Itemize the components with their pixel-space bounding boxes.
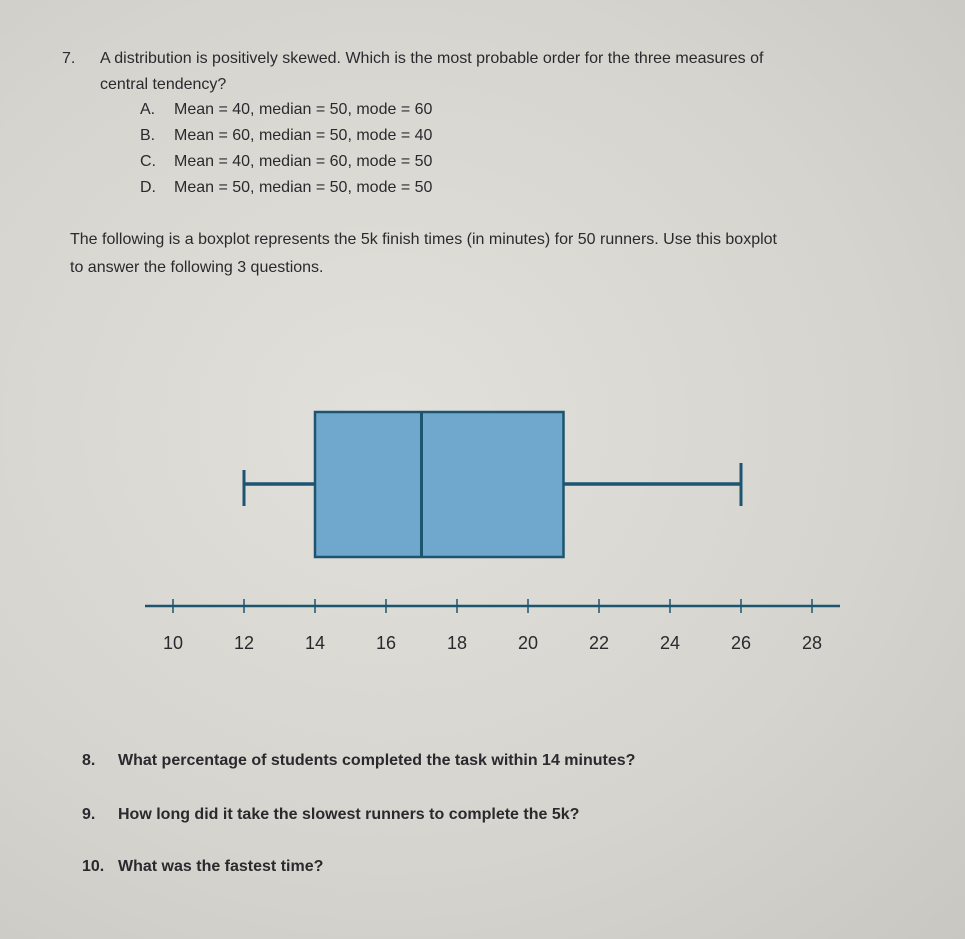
question-10-text: What was the fastest time? [118, 858, 324, 875]
tick-label: 28 [802, 633, 822, 653]
option-letter: A. [140, 101, 156, 118]
tick-label: 14 [305, 633, 325, 653]
intro-text: The following is a boxplot represents th… [70, 231, 777, 248]
question-7-text-cont: central tendency? [100, 76, 227, 93]
intro-text-cont: to answer the following 3 questions. [70, 259, 324, 276]
option-a: Mean = 40, median = 50, mode = 60 [174, 101, 433, 118]
box-iqr [313, 410, 565, 559]
tick-label: 20 [518, 633, 538, 653]
option-d: Mean = 50, median = 50, mode = 50 [174, 179, 433, 196]
question-9-text: How long did it take the slowest runners… [118, 806, 580, 823]
question-7-number: 7. [62, 50, 76, 67]
question-number: 9. [82, 806, 96, 823]
tick-label: 22 [589, 633, 609, 653]
option-letter: C. [140, 153, 156, 170]
question-number: 10. [82, 858, 105, 875]
question-number: 8. [82, 752, 96, 769]
option-c: Mean = 40, median = 60, mode = 50 [174, 153, 433, 170]
tick-label: 16 [376, 633, 396, 653]
option-letter: D. [140, 179, 156, 196]
tick-label: 26 [731, 633, 751, 653]
tick-label: 18 [447, 633, 467, 653]
tick-label: 24 [660, 633, 680, 653]
question-7-text: A distribution is positively skewed. Whi… [100, 50, 764, 67]
tick-label: 10 [163, 633, 183, 653]
option-letter: B. [140, 127, 156, 144]
option-b: Mean = 60, median = 50, mode = 40 [174, 127, 433, 144]
question-8-text: What percentage of students completed th… [118, 752, 636, 769]
tick-label: 12 [234, 633, 254, 653]
